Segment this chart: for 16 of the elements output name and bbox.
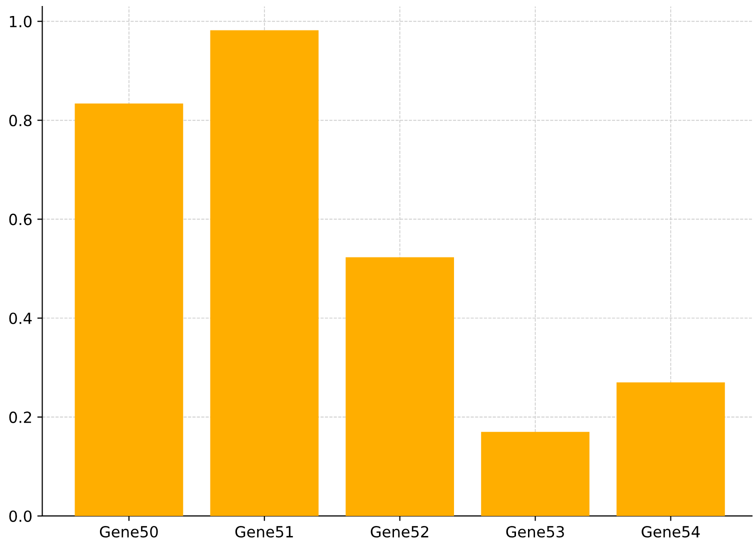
y-tick-label: 0.2 bbox=[9, 412, 32, 424]
x-tick-label: Gene50 bbox=[100, 526, 158, 538]
bar bbox=[616, 382, 725, 516]
bar bbox=[210, 30, 319, 516]
x-tick-label: Gene51 bbox=[235, 526, 293, 538]
x-tick-label: Gene54 bbox=[642, 526, 700, 538]
bar bbox=[481, 432, 590, 516]
y-tick-label: 0.8 bbox=[9, 114, 32, 126]
bar bbox=[74, 103, 184, 516]
y-tick-label: 0.0 bbox=[9, 510, 32, 522]
y-tick-label: 0.6 bbox=[9, 214, 32, 226]
x-tick-label: Gene52 bbox=[370, 526, 428, 538]
bar bbox=[346, 257, 454, 516]
y-tick-label: 1.0 bbox=[10, 16, 32, 28]
x-tick-label: Gene53 bbox=[506, 526, 564, 538]
y-tick-label: 0.4 bbox=[9, 312, 32, 324]
